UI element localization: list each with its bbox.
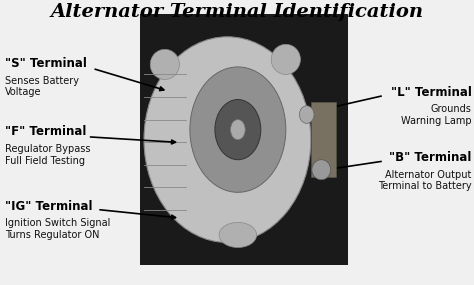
Text: "IG" Terminal: "IG" Terminal <box>5 200 92 213</box>
Text: "S" Terminal: "S" Terminal <box>5 57 87 70</box>
Text: Regulator Bypass
Full Field Testing: Regulator Bypass Full Field Testing <box>5 144 90 166</box>
Text: Senses Battery
Voltage: Senses Battery Voltage <box>5 76 79 97</box>
Ellipse shape <box>150 49 180 80</box>
Ellipse shape <box>230 120 245 140</box>
Ellipse shape <box>219 222 256 247</box>
Ellipse shape <box>300 106 314 123</box>
Text: "L" Terminal: "L" Terminal <box>391 86 472 99</box>
Text: Ignition Switch Signal
Turns Regulator ON: Ignition Switch Signal Turns Regulator O… <box>5 218 110 240</box>
Ellipse shape <box>312 160 331 180</box>
Ellipse shape <box>190 67 286 192</box>
Bar <box>311 102 336 177</box>
Text: "F" Terminal: "F" Terminal <box>5 125 86 139</box>
Text: Alternator Terminal Identification: Alternator Terminal Identification <box>51 3 423 21</box>
Ellipse shape <box>144 37 311 243</box>
Text: "B" Terminal: "B" Terminal <box>389 151 472 164</box>
Bar <box>140 14 348 265</box>
Ellipse shape <box>215 99 261 160</box>
Text: Grounds
Warning Lamp: Grounds Warning Lamp <box>401 104 472 126</box>
Ellipse shape <box>271 44 301 74</box>
Text: Alternator Output
Terminal to Battery: Alternator Output Terminal to Battery <box>378 170 472 191</box>
